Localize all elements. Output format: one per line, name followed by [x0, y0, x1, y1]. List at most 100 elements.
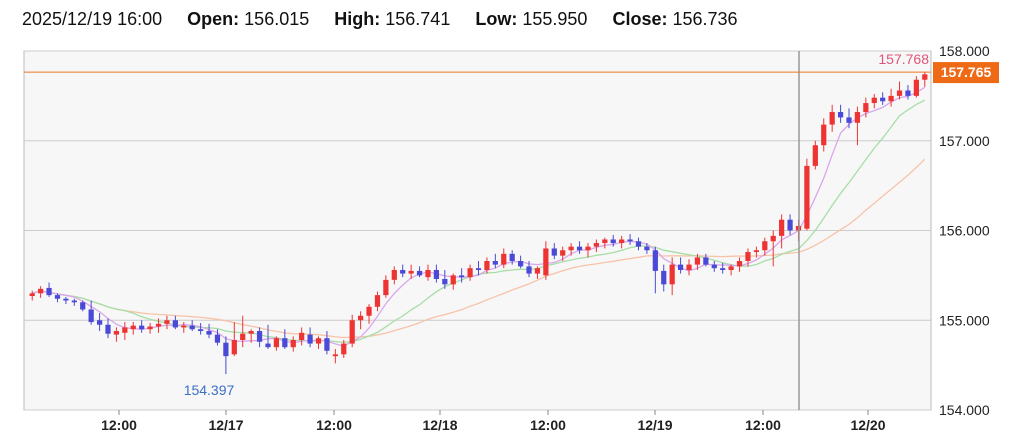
candle-body[interactable]	[198, 329, 204, 332]
candle-body[interactable]	[29, 293, 35, 297]
candle-body[interactable]	[299, 332, 305, 340]
candle-body[interactable]	[652, 250, 658, 271]
candle-body[interactable]	[619, 239, 625, 244]
candle-body[interactable]	[880, 97, 886, 102]
candle-body[interactable]	[711, 264, 717, 269]
candle-body[interactable]	[779, 219, 785, 236]
candle-body[interactable]	[433, 269, 440, 279]
candle-body[interactable]	[181, 325, 187, 328]
candle-body[interactable]	[551, 248, 557, 256]
candle-body[interactable]	[341, 343, 347, 355]
candle-body[interactable]	[88, 309, 94, 323]
candle-body[interactable]	[821, 124, 827, 146]
candle-body[interactable]	[753, 250, 759, 253]
candle-body[interactable]	[80, 302, 86, 310]
candle-body[interactable]	[172, 320, 178, 328]
candle-body[interactable]	[63, 298, 69, 301]
candle-body[interactable]	[829, 112, 835, 125]
candle-body[interactable]	[602, 239, 608, 244]
candle-body[interactable]	[349, 320, 355, 344]
candle-body[interactable]	[459, 275, 465, 278]
candle-body[interactable]	[728, 266, 734, 270]
candle-body[interactable]	[96, 320, 103, 325]
candle-body[interactable]	[585, 246, 591, 251]
candle-body[interactable]	[922, 74, 928, 80]
candle-body[interactable]	[694, 257, 701, 265]
candle-body[interactable]	[400, 269, 406, 274]
candle-body[interactable]	[677, 264, 684, 270]
candle-body[interactable]	[450, 275, 456, 285]
candle-body[interactable]	[593, 243, 599, 247]
candle-body[interactable]	[745, 252, 751, 262]
candle-body[interactable]	[846, 117, 852, 123]
candle-body[interactable]	[71, 300, 77, 303]
candle-body[interactable]	[315, 338, 322, 344]
candle-body[interactable]	[442, 278, 448, 285]
candle-body[interactable]	[576, 246, 583, 251]
candle-body[interactable]	[130, 325, 136, 330]
candle-body[interactable]	[720, 268, 726, 270]
candle-body[interactable]	[492, 261, 498, 265]
candle-body[interactable]	[804, 165, 810, 229]
candle-body[interactable]	[155, 323, 162, 327]
candle-body[interactable]	[517, 261, 524, 267]
candle-body[interactable]	[661, 270, 667, 285]
candle-body[interactable]	[206, 331, 212, 335]
candle-body[interactable]	[888, 95, 894, 102]
candle-body[interactable]	[905, 90, 911, 96]
candle-body[interactable]	[610, 239, 616, 244]
candle-body[interactable]	[467, 268, 473, 278]
candle-body[interactable]	[164, 320, 170, 324]
candle-body[interactable]	[736, 261, 743, 267]
candle-body[interactable]	[501, 253, 507, 265]
candle-body[interactable]	[762, 241, 768, 251]
candle-body[interactable]	[223, 342, 229, 357]
candle-body[interactable]	[324, 338, 330, 351]
candle-body[interactable]	[231, 339, 237, 355]
candle-body[interactable]	[837, 112, 844, 118]
candle-body[interactable]	[635, 241, 642, 247]
candle-body[interactable]	[863, 103, 869, 113]
candle-body[interactable]	[627, 239, 633, 242]
candle-body[interactable]	[526, 266, 532, 274]
candle-body[interactable]	[669, 264, 675, 285]
candle-body[interactable]	[265, 343, 271, 348]
candle-body[interactable]	[509, 253, 515, 262]
candle-body[interactable]	[189, 325, 195, 330]
candle-body[interactable]	[147, 326, 153, 330]
candle-body[interactable]	[307, 334, 313, 344]
candle-body[interactable]	[560, 250, 566, 256]
candle-body[interactable]	[770, 235, 776, 242]
candle-body[interactable]	[534, 268, 541, 274]
candle-body[interactable]	[139, 325, 145, 330]
candle-body[interactable]	[686, 264, 692, 270]
candle-body[interactable]	[383, 279, 389, 296]
candle-body[interactable]	[214, 334, 221, 343]
candle-body[interactable]	[358, 315, 364, 321]
candle-body[interactable]	[543, 248, 549, 276]
candle-body[interactable]	[812, 145, 818, 166]
candle-body[interactable]	[240, 333, 246, 340]
candle-body[interactable]	[416, 270, 423, 276]
candle-body[interactable]	[105, 324, 111, 334]
candle-body[interactable]	[273, 338, 280, 348]
candle-body[interactable]	[484, 261, 490, 270]
candle-body[interactable]	[854, 112, 861, 123]
candle-body[interactable]	[644, 246, 650, 251]
candle-body[interactable]	[248, 331, 254, 334]
candle-body[interactable]	[366, 306, 372, 316]
candle-body[interactable]	[54, 295, 61, 299]
candle-body[interactable]	[896, 90, 903, 96]
candle-body[interactable]	[787, 219, 793, 231]
candle-body[interactable]	[913, 79, 919, 96]
candle-body[interactable]	[391, 269, 397, 280]
candle-body[interactable]	[408, 270, 414, 274]
candle-body[interactable]	[290, 339, 296, 348]
candle-body[interactable]	[568, 246, 574, 251]
candle-body[interactable]	[374, 295, 381, 307]
candle-body[interactable]	[113, 331, 120, 335]
candle-body[interactable]	[703, 257, 709, 265]
candle-body[interactable]	[122, 327, 128, 333]
candle-body[interactable]	[282, 338, 288, 348]
